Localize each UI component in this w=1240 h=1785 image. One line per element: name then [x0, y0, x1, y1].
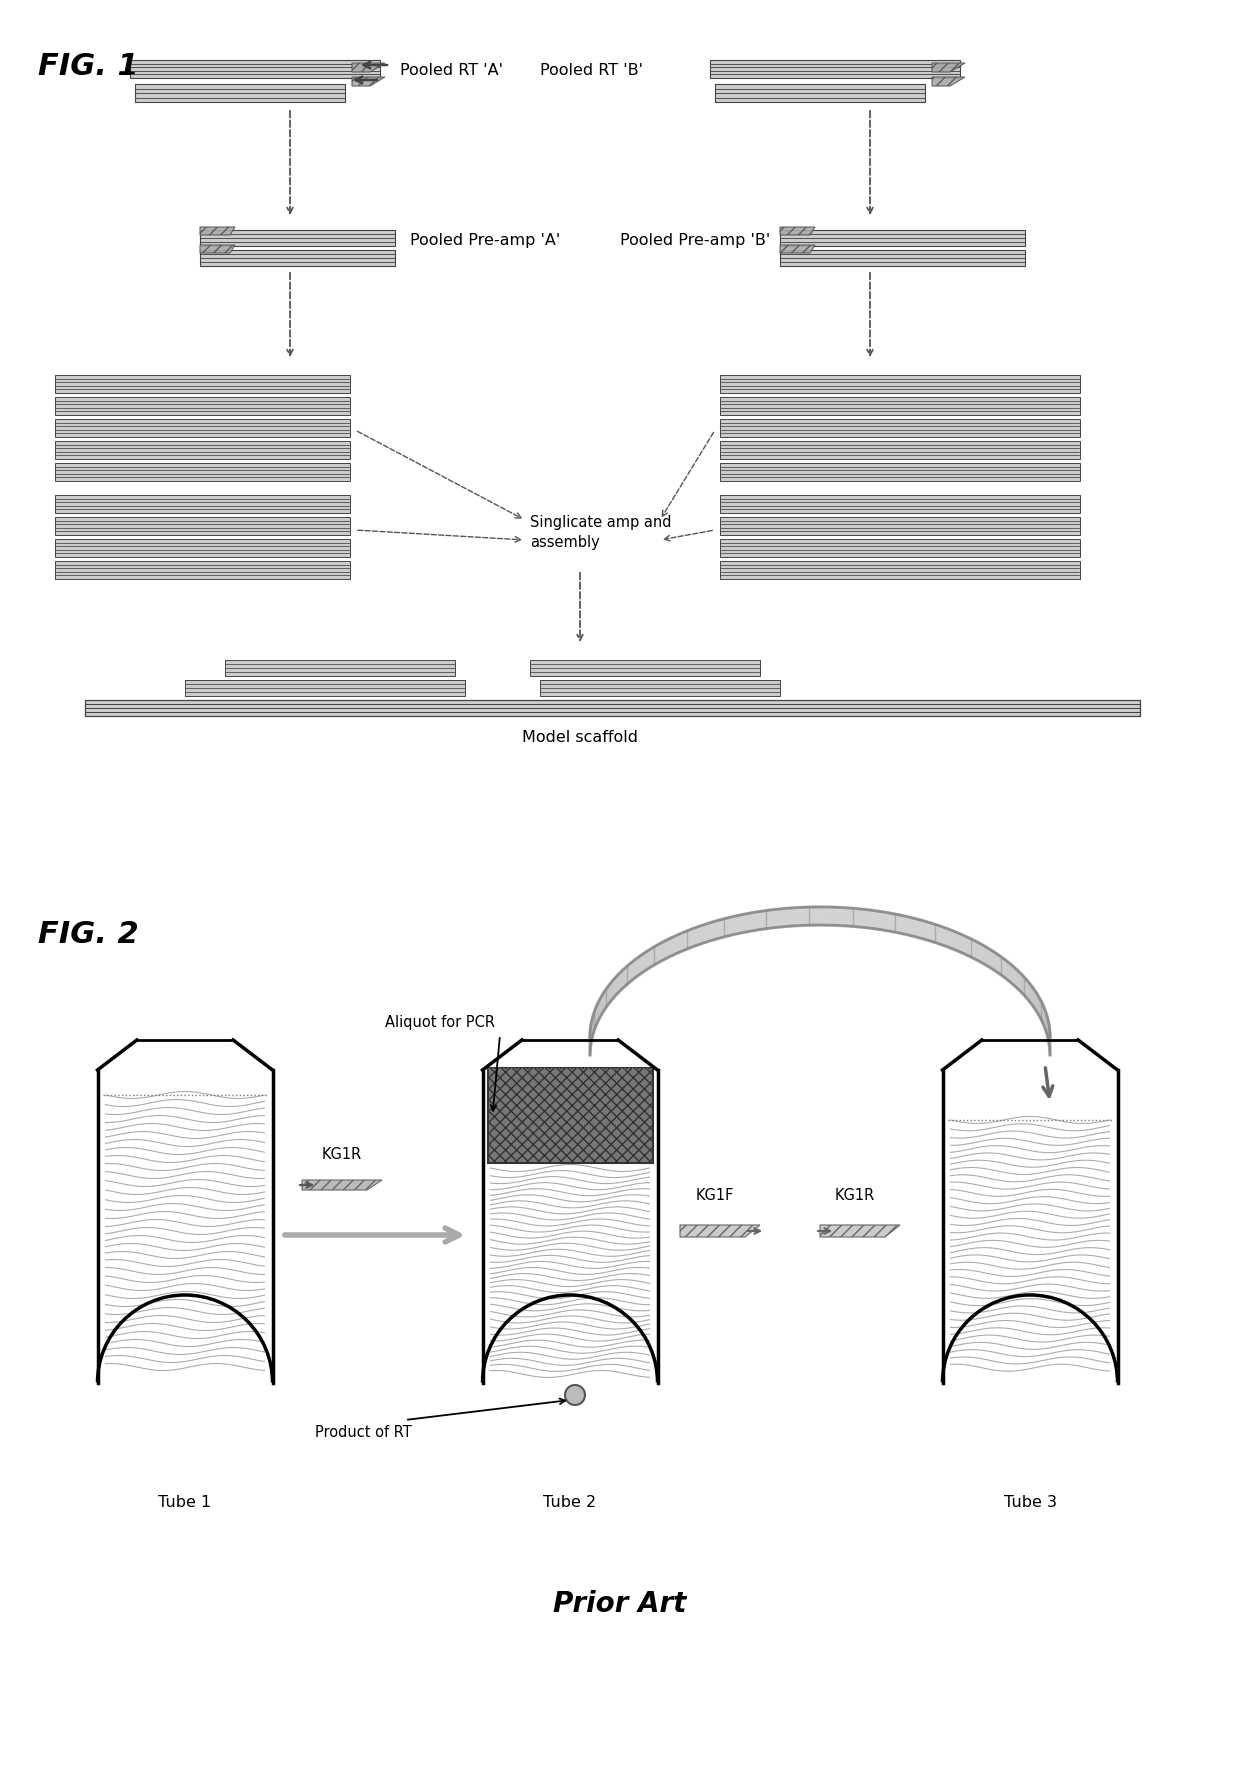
- Bar: [185, 680, 465, 696]
- Bar: [539, 680, 780, 696]
- Text: Tube 1: Tube 1: [159, 1496, 212, 1510]
- Polygon shape: [932, 77, 965, 86]
- Bar: [130, 61, 379, 79]
- Text: Pooled Pre-amp 'A': Pooled Pre-amp 'A': [410, 232, 560, 248]
- Text: Tube 2: Tube 2: [543, 1496, 596, 1510]
- Text: Pooled RT 'B': Pooled RT 'B': [539, 62, 644, 79]
- Bar: [55, 539, 350, 557]
- Bar: [55, 560, 350, 578]
- Text: Model scaffold: Model scaffold: [522, 730, 639, 744]
- Bar: [135, 84, 345, 102]
- Text: Product of RT: Product of RT: [315, 1424, 412, 1440]
- Text: KG1R: KG1R: [322, 1148, 362, 1162]
- Text: Prior Art: Prior Art: [553, 1590, 687, 1617]
- Bar: [55, 518, 350, 536]
- Bar: [487, 1067, 652, 1164]
- Bar: [780, 230, 1025, 246]
- Polygon shape: [680, 1225, 760, 1237]
- Bar: [86, 700, 1140, 716]
- Bar: [55, 396, 350, 414]
- Bar: [55, 441, 350, 459]
- Polygon shape: [932, 62, 965, 71]
- Text: KG1F: KG1F: [696, 1189, 734, 1203]
- Bar: [720, 396, 1080, 414]
- Bar: [720, 560, 1080, 578]
- Text: KG1R: KG1R: [835, 1189, 875, 1203]
- Bar: [720, 419, 1080, 437]
- Polygon shape: [303, 1180, 382, 1191]
- Text: Aliquot for PCR: Aliquot for PCR: [384, 1016, 495, 1030]
- Bar: [720, 494, 1080, 512]
- Bar: [55, 375, 350, 393]
- Bar: [224, 660, 455, 677]
- Polygon shape: [352, 77, 384, 86]
- Polygon shape: [352, 62, 384, 71]
- Polygon shape: [780, 245, 815, 253]
- Bar: [529, 660, 760, 677]
- Text: Tube 3: Tube 3: [1003, 1496, 1056, 1510]
- Bar: [715, 84, 925, 102]
- Bar: [711, 61, 960, 79]
- Bar: [720, 539, 1080, 557]
- Text: Pooled Pre-amp 'B': Pooled Pre-amp 'B': [620, 232, 770, 248]
- Polygon shape: [780, 227, 815, 236]
- Polygon shape: [200, 245, 236, 253]
- Text: FIG. 1: FIG. 1: [38, 52, 139, 80]
- Bar: [720, 462, 1080, 480]
- Bar: [200, 250, 396, 266]
- Bar: [780, 250, 1025, 266]
- Polygon shape: [820, 1225, 900, 1237]
- Text: Singlicate amp and
assembly: Singlicate amp and assembly: [529, 516, 672, 550]
- Bar: [720, 441, 1080, 459]
- Text: FIG. 2: FIG. 2: [38, 919, 139, 950]
- Bar: [200, 230, 396, 246]
- Polygon shape: [200, 227, 236, 236]
- Bar: [55, 494, 350, 512]
- Bar: [55, 462, 350, 480]
- Circle shape: [565, 1385, 585, 1405]
- Bar: [55, 419, 350, 437]
- FancyArrowPatch shape: [285, 1228, 459, 1242]
- Bar: [720, 518, 1080, 536]
- Text: Pooled RT 'A': Pooled RT 'A': [401, 62, 503, 79]
- Bar: [720, 375, 1080, 393]
